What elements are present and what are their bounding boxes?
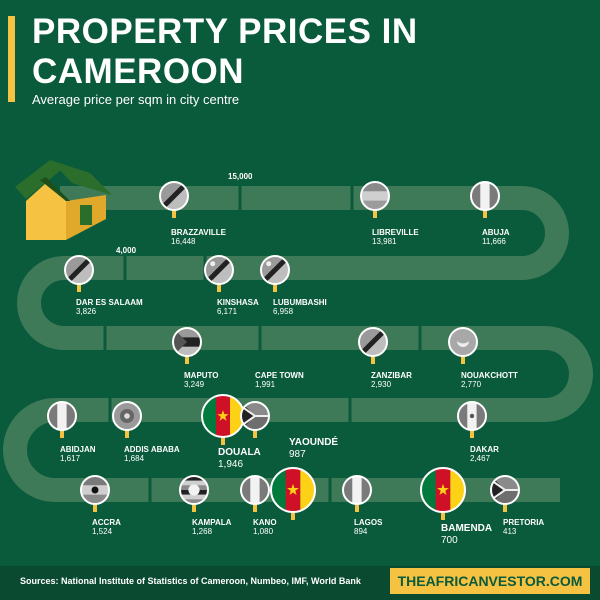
accent-bar [8,16,15,102]
city-label-accra: ACCRA [92,518,121,527]
city-label-zanzibar: ZANZIBAR [371,371,412,380]
bamenda-flag [420,467,466,520]
city-price-zanzibar: 2,930 [371,380,392,389]
city-label-douala: DOUALA [218,447,261,458]
subtitle: Average price per sqm in city centre [32,92,240,107]
kampala-flag [179,475,209,512]
nouakchott-flag [448,327,478,364]
city-label-brazzaville: BRAZZAVILLE [171,228,226,237]
city-price-dar-es-salaam: 3,826 [76,307,97,316]
pretoria-flag [490,475,520,512]
city-price-addis-ababa: 1,684 [124,454,145,463]
accra-flag [80,475,110,512]
abidjan-flag [47,401,77,438]
libreville-flag [360,181,390,218]
city-price-accra: 1,524 [92,527,113,536]
abuja-flag [470,181,500,218]
city-price-lagos: 894 [354,527,368,536]
house-icon [15,160,112,240]
city-label-libreville: LIBREVILLE [372,228,419,237]
kinshasa-flag [204,255,234,292]
city-price-brazzaville: 16,448 [171,237,196,246]
city-price-cape-town: 1,991 [255,380,276,389]
city-label-nouakchott: NOUAKCHOTT [461,371,518,380]
city-price-bamenda: 700 [441,535,458,546]
city-price-kinshasa: 6,171 [217,307,238,316]
title-line-2: CAMEROON [32,52,245,91]
title-line-1: PROPERTY PRICES IN [32,12,418,51]
city-price-kano: 1,080 [253,527,274,536]
kano-flag [240,475,270,512]
city-label-lagos: LAGOS [354,518,383,527]
city-label-abuja: ABUJA [482,228,510,237]
city-price-libreville: 13,981 [372,237,397,246]
city-label-abidjan: ABIDJAN [60,445,96,454]
city-label-dar-es-salaam: DAR ES SALAAM [76,298,143,307]
city-label-kano: KANO [253,518,277,527]
city-label-kampala: KAMPALA [192,518,232,527]
scale-label-mid: 4,000 [116,246,137,255]
cape-town-flag [240,401,270,438]
city-price-pretoria: 413 [503,527,517,536]
city-label-maputo: MAPUTO [184,371,219,380]
city-label-pretoria: PRETORIA [503,518,545,527]
city-label-cape-town: CAPE TOWN [255,371,304,380]
city-label-kinshasa: KINSHASA [217,298,259,307]
city-price-dakar: 2,467 [470,454,491,463]
city-label-addis-ababa: ADDIS ABABA [124,445,180,454]
city-label-lubumbashi: LUBUMBASHI [273,298,327,307]
sources-text: Sources: National Institute of Statistic… [20,576,361,586]
city-price-abidjan: 1,617 [60,454,81,463]
lagos-flag [342,475,372,512]
city-price-yaounde: 987 [289,449,306,460]
city-label-bamenda: BAMENDA [441,523,493,534]
city-price-nouakchott: 2,770 [461,380,482,389]
brazzaville-flag [159,181,189,218]
yaounde-flag [270,467,316,520]
city-price-lubumbashi: 6,958 [273,307,294,316]
brand-link[interactable]: THEAFRICANVESTOR.COM [390,568,590,594]
zanzibar-flag [358,327,388,364]
scale-label-top: 15,000 [228,172,253,181]
city-price-maputo: 3,249 [184,380,205,389]
city-label-yaounde: YAOUNDÉ [289,437,339,448]
city-price-douala: 1,946 [218,459,244,470]
city-price-kampala: 1,268 [192,527,213,536]
douala-flag [201,394,245,445]
addis-ababa-flag [112,401,142,438]
city-label-dakar: DAKAR [470,445,499,454]
city-price-abuja: 11,666 [482,237,506,246]
lubumbashi-flag [260,255,290,292]
dakar-flag [457,401,487,438]
dar-es-salaam-flag [64,255,94,292]
page-title: PROPERTY PRICES IN CAMEROON [32,12,418,92]
maputo-flag [172,327,202,364]
